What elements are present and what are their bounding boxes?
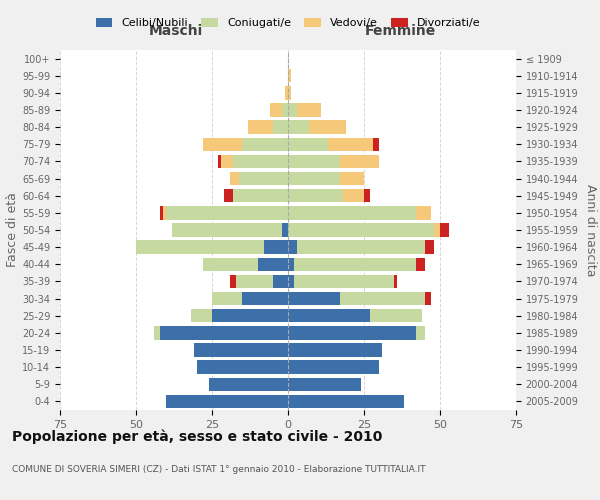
Bar [288, 206, 416, 220]
Bar [373, 138, 379, 151]
Bar [263, 240, 288, 254]
Bar [425, 292, 431, 306]
Bar [288, 104, 297, 117]
Text: Femmine: Femmine [365, 24, 436, 38]
Bar [288, 224, 434, 236]
Bar [434, 224, 440, 236]
Bar [364, 189, 370, 202]
Bar [288, 394, 404, 408]
Bar [288, 189, 343, 202]
Text: Popolazione per età, sesso e stato civile - 2010: Popolazione per età, sesso e stato civil… [12, 430, 382, 444]
Bar [194, 344, 288, 356]
Text: Maschi: Maschi [148, 24, 203, 38]
Y-axis label: Anni di nascita: Anni di nascita [584, 184, 597, 276]
Bar [136, 240, 263, 254]
Bar [233, 189, 288, 202]
Bar [288, 274, 294, 288]
Text: COMUNE DI SOVERIA SIMERI (CZ) - Dati ISTAT 1° gennaio 2010 - Elaborazione TUTTIT: COMUNE DI SOVERIA SIMERI (CZ) - Dati IST… [12, 465, 425, 474]
Bar [203, 138, 242, 151]
Bar [297, 240, 425, 254]
Bar [242, 138, 288, 151]
Bar [328, 138, 373, 151]
Bar [166, 206, 288, 220]
Bar [203, 258, 257, 271]
Bar [224, 189, 233, 202]
Bar [370, 309, 422, 322]
Bar [160, 206, 163, 220]
Bar [212, 292, 242, 306]
Bar [288, 69, 291, 82]
Bar [288, 138, 328, 151]
Bar [230, 172, 239, 186]
Bar [288, 258, 294, 271]
Bar [288, 292, 340, 306]
Bar [239, 172, 288, 186]
Bar [288, 154, 340, 168]
Bar [294, 274, 394, 288]
Bar [440, 224, 449, 236]
Bar [340, 154, 379, 168]
Bar [285, 86, 288, 100]
Bar [257, 258, 288, 271]
Bar [160, 326, 288, 340]
Bar [163, 206, 166, 220]
Bar [209, 378, 288, 391]
Bar [288, 360, 379, 374]
Bar [172, 224, 282, 236]
Bar [236, 274, 273, 288]
Bar [230, 274, 236, 288]
Bar [218, 154, 221, 168]
Bar [416, 326, 425, 340]
Bar [270, 104, 282, 117]
Bar [282, 224, 288, 236]
Bar [294, 258, 416, 271]
Bar [394, 274, 397, 288]
Bar [273, 274, 288, 288]
Bar [197, 360, 288, 374]
Bar [343, 189, 364, 202]
Bar [288, 326, 416, 340]
Bar [288, 172, 340, 186]
Bar [242, 292, 288, 306]
Bar [288, 240, 297, 254]
Legend: Celibi/Nubili, Coniugati/e, Vedovi/e, Divorziati/e: Celibi/Nubili, Coniugati/e, Vedovi/e, Di… [91, 13, 485, 32]
Bar [297, 104, 322, 117]
Bar [340, 292, 425, 306]
Bar [288, 86, 291, 100]
Bar [288, 344, 382, 356]
Bar [154, 326, 160, 340]
Bar [416, 258, 425, 271]
Y-axis label: Fasce di età: Fasce di età [6, 192, 19, 268]
Bar [309, 120, 346, 134]
Bar [288, 120, 309, 134]
Bar [288, 378, 361, 391]
Bar [221, 154, 233, 168]
Bar [191, 309, 212, 322]
Bar [425, 240, 434, 254]
Bar [288, 309, 370, 322]
Bar [340, 172, 364, 186]
Bar [248, 120, 273, 134]
Bar [282, 104, 288, 117]
Bar [233, 154, 288, 168]
Bar [273, 120, 288, 134]
Bar [416, 206, 431, 220]
Bar [212, 309, 288, 322]
Bar [166, 394, 288, 408]
